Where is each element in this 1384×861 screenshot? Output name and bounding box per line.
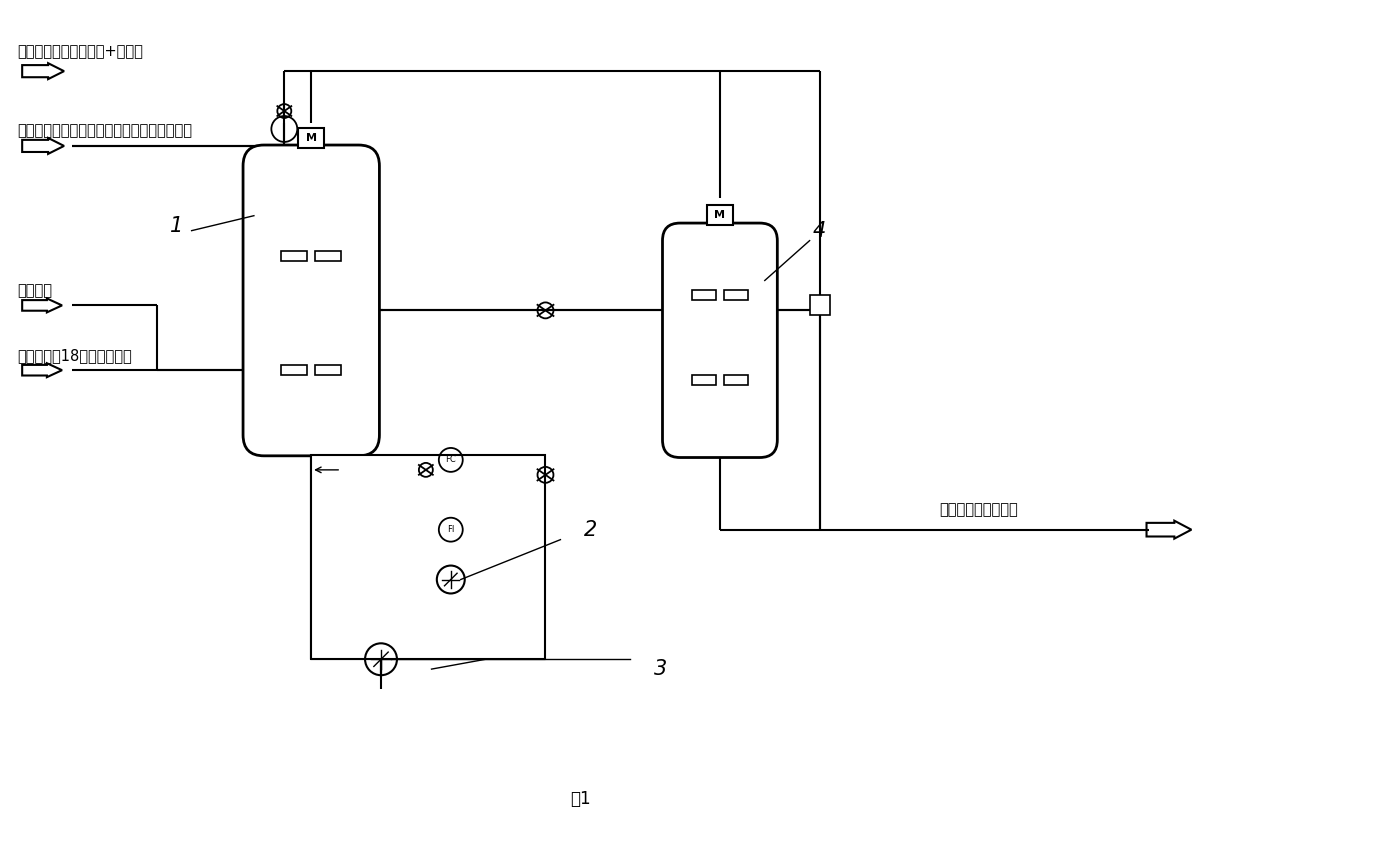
Bar (316, 365, 340, 375)
Bar (316, 251, 340, 261)
Bar (724, 290, 747, 300)
Text: 3: 3 (653, 660, 667, 679)
Bar (692, 375, 716, 385)
Bar (281, 251, 307, 261)
Bar (810, 295, 829, 315)
FancyBboxPatch shape (663, 223, 778, 457)
Text: 来自低压蔭发器装置的循环催化剂的丙醒溶液: 来自低压蔭发器装置的循环催化剂的丙醒溶液 (17, 123, 192, 139)
Bar (311, 455, 545, 660)
Text: 2: 2 (584, 520, 597, 540)
Text: 来自气提塉18的循环合成气: 来自气提塉18的循环合成气 (17, 348, 131, 362)
Text: 图1: 图1 (570, 790, 591, 808)
Bar (299, 128, 324, 148)
Text: FC: FC (446, 455, 457, 464)
Text: FI: FI (447, 525, 454, 534)
Text: 合成产物去高压蔭发: 合成产物去高压蔭发 (940, 502, 1019, 517)
Text: 1: 1 (170, 215, 183, 236)
Bar (724, 375, 747, 385)
Text: 4: 4 (812, 220, 826, 240)
FancyBboxPatch shape (244, 145, 379, 455)
Text: M: M (306, 133, 317, 143)
Bar (692, 290, 716, 300)
Text: 原料合成气（一氧化碳+氢气）: 原料合成气（一氧化碳+氢气） (17, 44, 143, 59)
Bar (707, 205, 734, 225)
Bar (281, 365, 307, 375)
Text: 原料乙烯: 原料乙烯 (17, 283, 53, 298)
Text: M: M (714, 210, 725, 220)
